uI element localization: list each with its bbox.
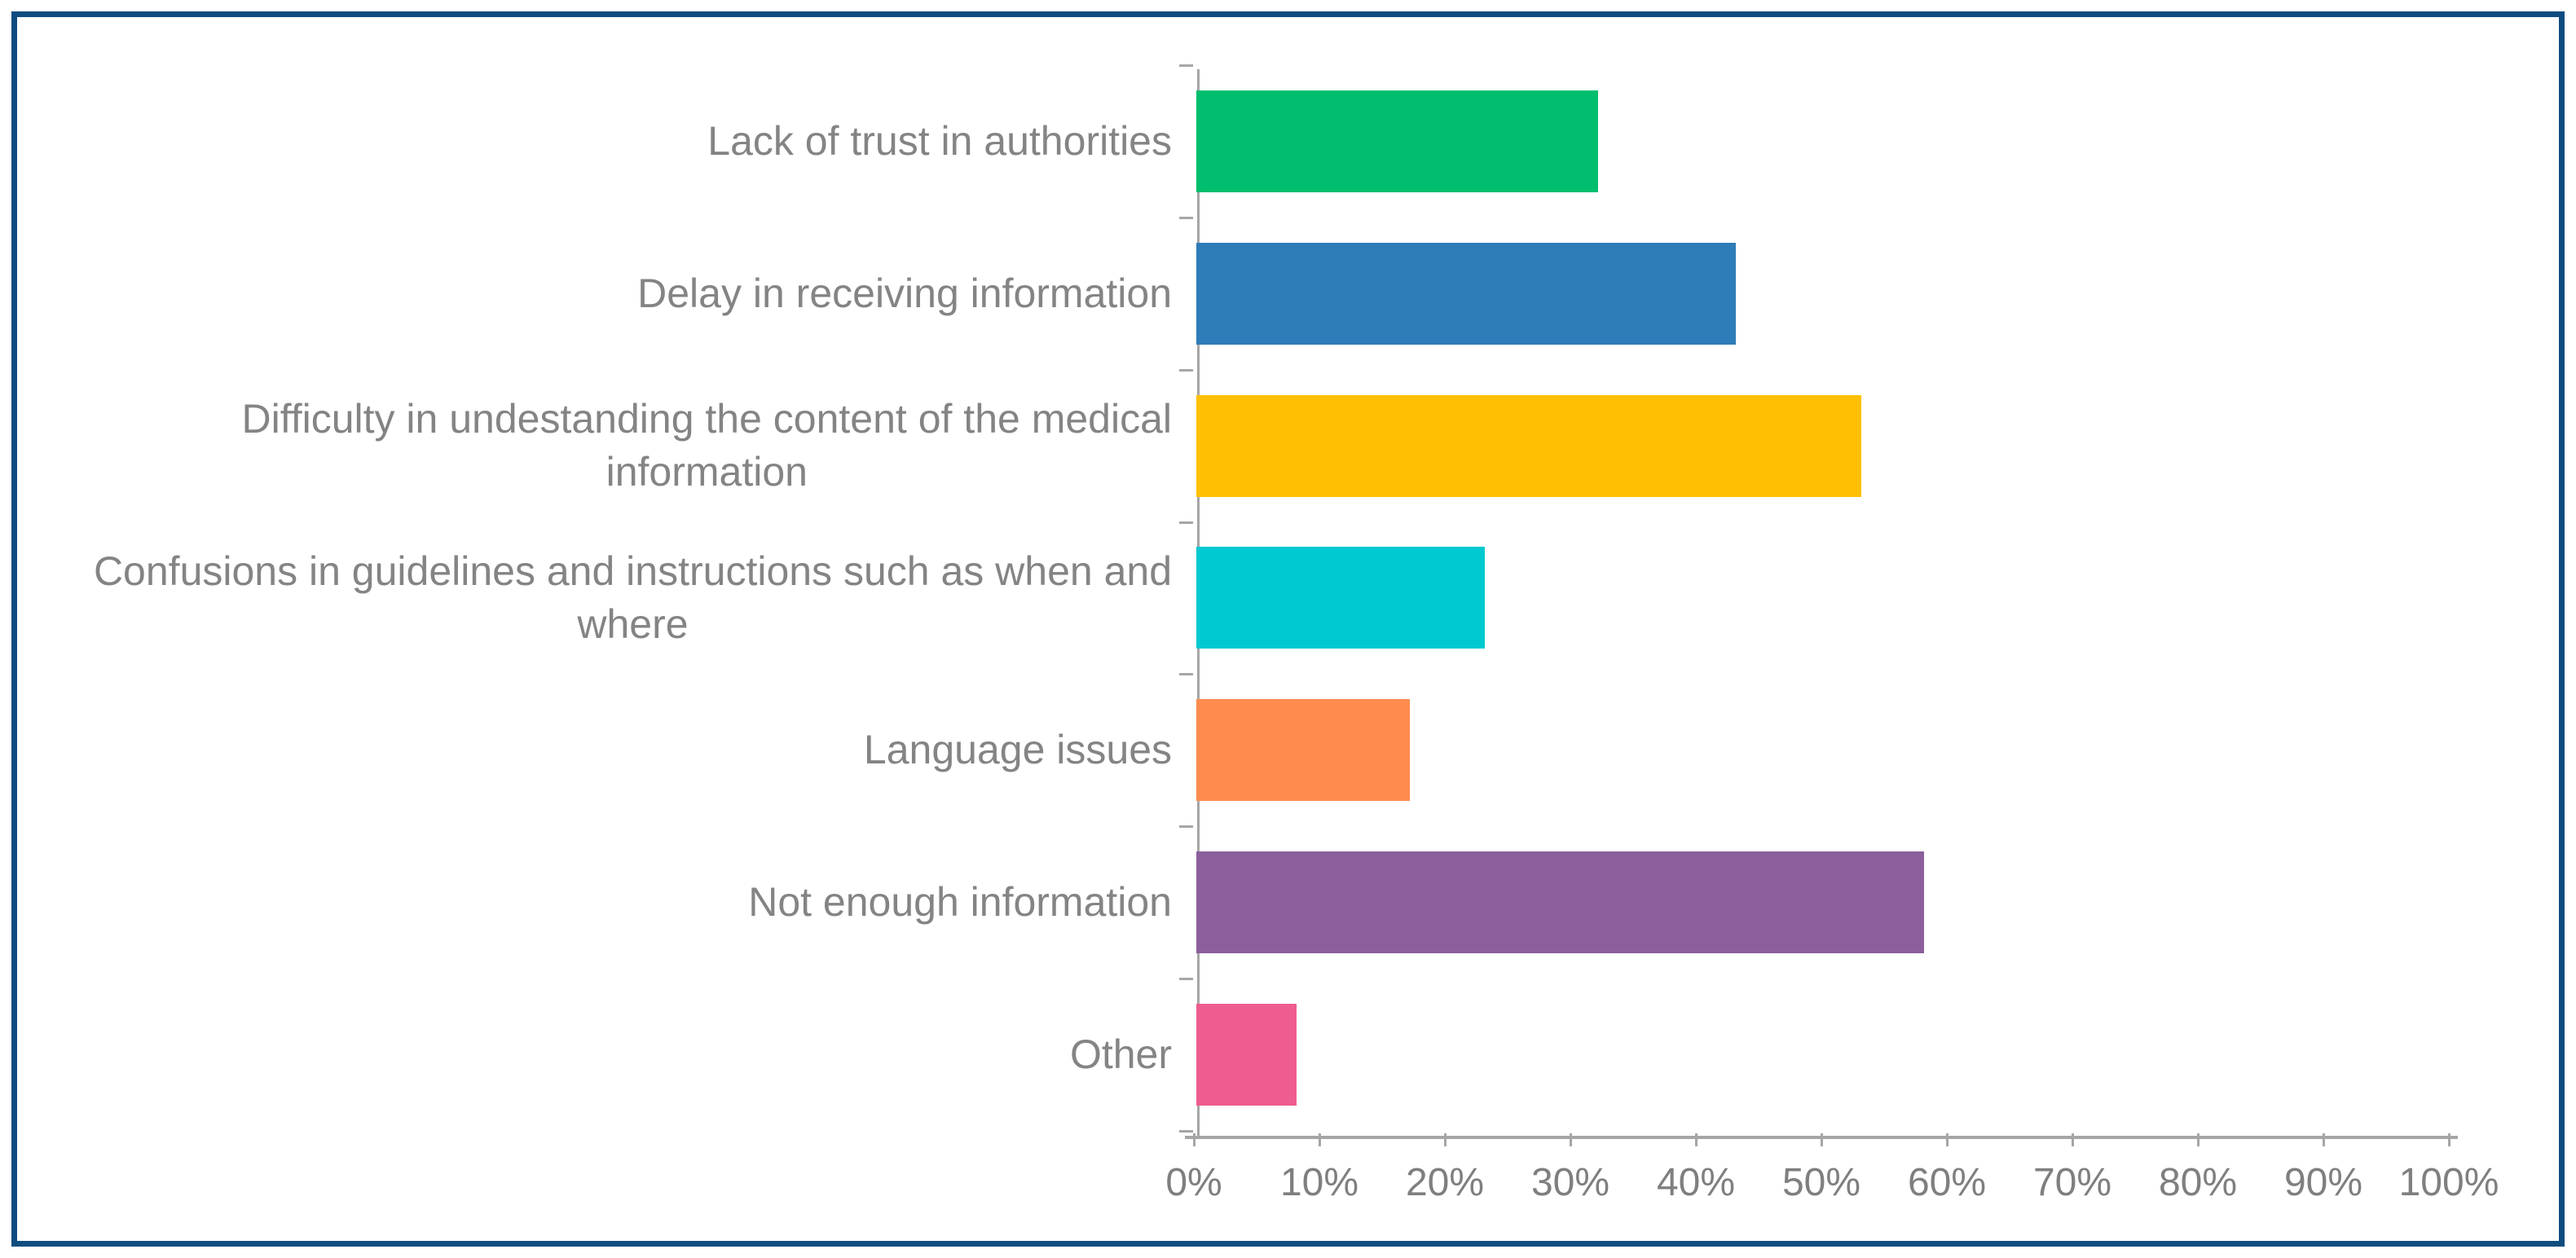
category-row: Not enough information [17, 826, 2576, 979]
category-bar [1196, 394, 1862, 497]
category-label-cell: Language issues [58, 674, 1172, 826]
y-axis-tick [1179, 64, 1193, 67]
category-bar [1196, 90, 1598, 192]
category-row: Lack of trust in authorities [17, 65, 2576, 218]
category-label-cell: Other [58, 979, 1172, 1131]
x-axis-tick-label: 0% [1165, 1161, 1222, 1204]
category-label-cell: Not enough information [58, 826, 1172, 979]
chart-border-frame: Lack of trust in authorities Delay in re… [11, 11, 2565, 1247]
x-axis-tick [1570, 1133, 1572, 1146]
category-label-cell: Difficulty in undestanding the content o… [58, 370, 1172, 522]
x-axis-tick-label: 60% [1907, 1161, 1987, 1204]
category-row: Other [17, 979, 2576, 1131]
category-bar [1196, 851, 1925, 954]
category-label: Other [1069, 1031, 1172, 1078]
y-axis-tick [1179, 978, 1193, 981]
y-axis-tick [1179, 825, 1193, 829]
y-axis-tick [1179, 1130, 1193, 1133]
category-row: Delay in receiving information [17, 218, 2576, 370]
x-axis-tick-label: 10% [1279, 1161, 1359, 1204]
x-axis-tick-label: 90% [2283, 1161, 2363, 1204]
x-axis-tick [2197, 1133, 2200, 1146]
x-axis-tick [1193, 1133, 1196, 1146]
category-label: Difficulty in undestanding the content o… [241, 396, 1172, 495]
category-label: Language issues [863, 727, 1172, 773]
category-label: Not enough information [748, 879, 1172, 926]
category-bar [1196, 242, 1737, 345]
category-bar [1196, 547, 1486, 649]
x-axis-tick-label: 30% [1530, 1161, 1610, 1204]
x-axis-tick [1444, 1133, 1447, 1146]
x-axis-tick [1695, 1133, 1698, 1146]
x-axis-tick [2448, 1133, 2451, 1146]
category-label-cell: Delay in receiving information [58, 218, 1172, 370]
y-axis-tick [1179, 368, 1193, 372]
x-axis-tick-label: 70% [2032, 1161, 2112, 1204]
category-label: Confusions in guidelines and instruction… [93, 548, 1172, 647]
x-axis-tick [1821, 1133, 1823, 1146]
x-axis-tick-label: 20% [1405, 1161, 1485, 1204]
category-row: Difficulty in undestanding the content o… [17, 370, 2576, 522]
category-bar [1196, 699, 1410, 802]
category-label: Lack of trust in authorities [707, 117, 1172, 164]
y-axis-tick [1179, 521, 1193, 524]
y-axis-tick [1179, 216, 1193, 219]
x-axis-tick [1946, 1133, 1949, 1146]
x-axis-tick [2323, 1133, 2325, 1146]
category-label: Delay in receiving information [637, 270, 1172, 316]
category-row: Confusions in guidelines and instruction… [17, 522, 2576, 675]
category-label-cell: Lack of trust in authorities [58, 65, 1172, 218]
category-bar [1196, 1004, 1297, 1106]
x-axis-tick [1319, 1133, 1321, 1146]
x-axis-tick-label: 40% [1656, 1161, 1736, 1204]
category-label-cell: Confusions in guidelines and instruction… [58, 522, 1172, 675]
x-axis-tick [2072, 1133, 2074, 1146]
x-axis-tick-label: 100% [2398, 1161, 2499, 1204]
x-axis-tick-label: 80% [2158, 1161, 2238, 1204]
x-axis-tick-label: 50% [1781, 1161, 1861, 1204]
y-axis-tick [1179, 673, 1193, 676]
category-row: Language issues [17, 674, 2576, 826]
